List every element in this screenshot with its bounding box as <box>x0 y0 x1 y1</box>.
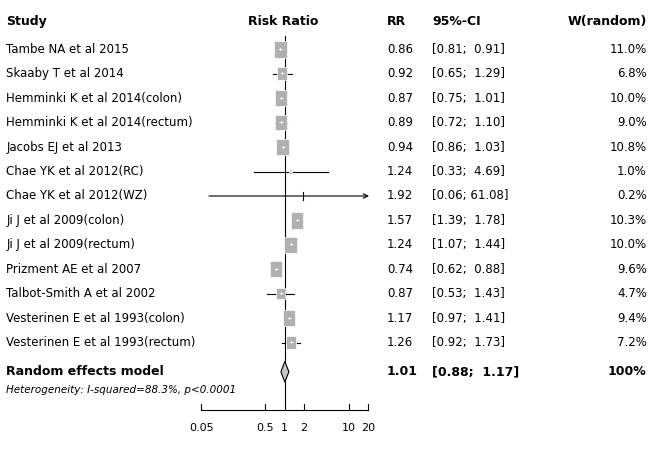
Text: 1.24: 1.24 <box>387 165 413 178</box>
Text: 7.2%: 7.2% <box>617 336 647 349</box>
Text: 6.8%: 6.8% <box>617 67 647 80</box>
Text: +: + <box>274 267 279 272</box>
Text: [0.75;  1.01]: [0.75; 1.01] <box>432 92 505 105</box>
Text: 10.3%: 10.3% <box>610 214 647 227</box>
Polygon shape <box>281 361 289 382</box>
Text: Jacobs EJ et al 2013: Jacobs EJ et al 2013 <box>6 141 122 154</box>
Text: [0.33;  4.69]: [0.33; 4.69] <box>432 165 505 178</box>
Text: 0.74: 0.74 <box>387 263 413 276</box>
Text: Vesterinen E et al 1993(colon): Vesterinen E et al 1993(colon) <box>6 312 185 325</box>
Text: +: + <box>280 71 285 76</box>
Bar <box>291 212 304 228</box>
Text: 0.05: 0.05 <box>189 423 213 433</box>
Text: Ji J et al 2009(rectum): Ji J et al 2009(rectum) <box>6 238 135 251</box>
Text: 9.0%: 9.0% <box>617 116 647 129</box>
Text: 1.92: 1.92 <box>387 189 413 203</box>
Text: Heterogeneity: I-squared=88.3%, p<0.0001: Heterogeneity: I-squared=88.3%, p<0.0001 <box>6 385 237 395</box>
Text: 0.87: 0.87 <box>387 287 413 300</box>
Text: [0.88;  1.17]: [0.88; 1.17] <box>432 365 519 378</box>
Text: [0.86;  1.03]: [0.86; 1.03] <box>432 141 505 154</box>
Text: 20: 20 <box>361 423 375 433</box>
Text: 1.01: 1.01 <box>387 365 418 378</box>
Text: 0.89: 0.89 <box>387 116 413 129</box>
Text: 2: 2 <box>300 423 307 433</box>
Text: [0.72;  1.10]: [0.72; 1.10] <box>432 116 505 129</box>
Text: 10.0%: 10.0% <box>610 238 647 251</box>
Text: 11.0%: 11.0% <box>610 43 647 56</box>
Text: Skaaby T et al 2014: Skaaby T et al 2014 <box>6 67 124 80</box>
Bar <box>270 261 282 277</box>
Text: RR: RR <box>387 15 406 28</box>
Text: Vesterinen E et al 1993(rectum): Vesterinen E et al 1993(rectum) <box>6 336 196 349</box>
Text: 1.57: 1.57 <box>387 214 413 227</box>
Text: 0.2%: 0.2% <box>617 189 647 203</box>
Text: 10.0%: 10.0% <box>610 92 647 105</box>
Text: 0.94: 0.94 <box>387 141 413 154</box>
Text: +: + <box>288 169 293 174</box>
Bar <box>283 310 295 326</box>
Text: [0.53;  1.43]: [0.53; 1.43] <box>432 287 505 300</box>
Text: +: + <box>278 96 283 101</box>
Text: [0.81;  0.91]: [0.81; 0.91] <box>432 43 505 56</box>
Text: 1.0%: 1.0% <box>617 165 647 178</box>
Text: 1.17: 1.17 <box>387 312 413 325</box>
Text: 10.8%: 10.8% <box>610 141 647 154</box>
Text: Prizment AE et al 2007: Prizment AE et al 2007 <box>6 263 142 276</box>
Bar <box>286 336 296 350</box>
Text: [1.39;  1.78]: [1.39; 1.78] <box>432 214 505 227</box>
Text: Chae YK et al 2012(RC): Chae YK et al 2012(RC) <box>6 165 144 178</box>
Text: +: + <box>294 218 300 223</box>
Text: 9.6%: 9.6% <box>617 263 647 276</box>
Text: [0.62;  0.88]: [0.62; 0.88] <box>432 263 505 276</box>
Text: 9.4%: 9.4% <box>617 312 647 325</box>
Bar <box>274 90 287 106</box>
Text: [0.92;  1.73]: [0.92; 1.73] <box>432 336 505 349</box>
Text: 1.24: 1.24 <box>387 238 413 251</box>
Text: 0.86: 0.86 <box>387 43 413 56</box>
Bar <box>276 139 289 156</box>
Text: +: + <box>289 340 294 345</box>
Bar <box>289 169 292 174</box>
Text: Hemminki K et al 2014(rectum): Hemminki K et al 2014(rectum) <box>6 116 193 129</box>
Bar <box>274 41 287 58</box>
Text: 10: 10 <box>341 423 356 433</box>
Text: Hemminki K et al 2014(colon): Hemminki K et al 2014(colon) <box>6 92 183 105</box>
Text: Random effects model: Random effects model <box>6 365 164 378</box>
Text: Tambe NA et al 2015: Tambe NA et al 2015 <box>6 43 129 56</box>
Text: +: + <box>280 145 285 149</box>
Text: [1.07;  1.44]: [1.07; 1.44] <box>432 238 506 251</box>
Text: +: + <box>279 120 284 125</box>
Text: 100%: 100% <box>608 365 647 378</box>
Text: 0.92: 0.92 <box>387 67 413 80</box>
Text: 1.26: 1.26 <box>387 336 413 349</box>
Text: Risk Ratio: Risk Ratio <box>248 15 318 28</box>
Text: 95%-CI: 95%-CI <box>432 15 481 28</box>
Text: 0.87: 0.87 <box>387 92 413 105</box>
Text: [0.97;  1.41]: [0.97; 1.41] <box>432 312 506 325</box>
Text: Study: Study <box>6 15 47 28</box>
Text: +: + <box>286 316 291 321</box>
Bar <box>276 115 287 130</box>
Text: [0.65;  1.29]: [0.65; 1.29] <box>432 67 505 80</box>
Bar <box>276 288 285 299</box>
Text: 1: 1 <box>281 423 288 433</box>
Text: +: + <box>278 47 283 52</box>
Bar <box>277 67 287 80</box>
Text: +: + <box>288 243 293 247</box>
Text: +: + <box>278 291 283 296</box>
Text: W(random): W(random) <box>567 15 647 28</box>
Text: 0.5: 0.5 <box>257 423 274 433</box>
Bar <box>285 237 296 253</box>
Text: Talbot-Smith A et al 2002: Talbot-Smith A et al 2002 <box>6 287 156 300</box>
Text: Chae YK et al 2012(WZ): Chae YK et al 2012(WZ) <box>6 189 148 203</box>
Text: 4.7%: 4.7% <box>617 287 647 300</box>
Text: Ji J et al 2009(colon): Ji J et al 2009(colon) <box>6 214 125 227</box>
Text: [0.06; 61.08]: [0.06; 61.08] <box>432 189 509 203</box>
